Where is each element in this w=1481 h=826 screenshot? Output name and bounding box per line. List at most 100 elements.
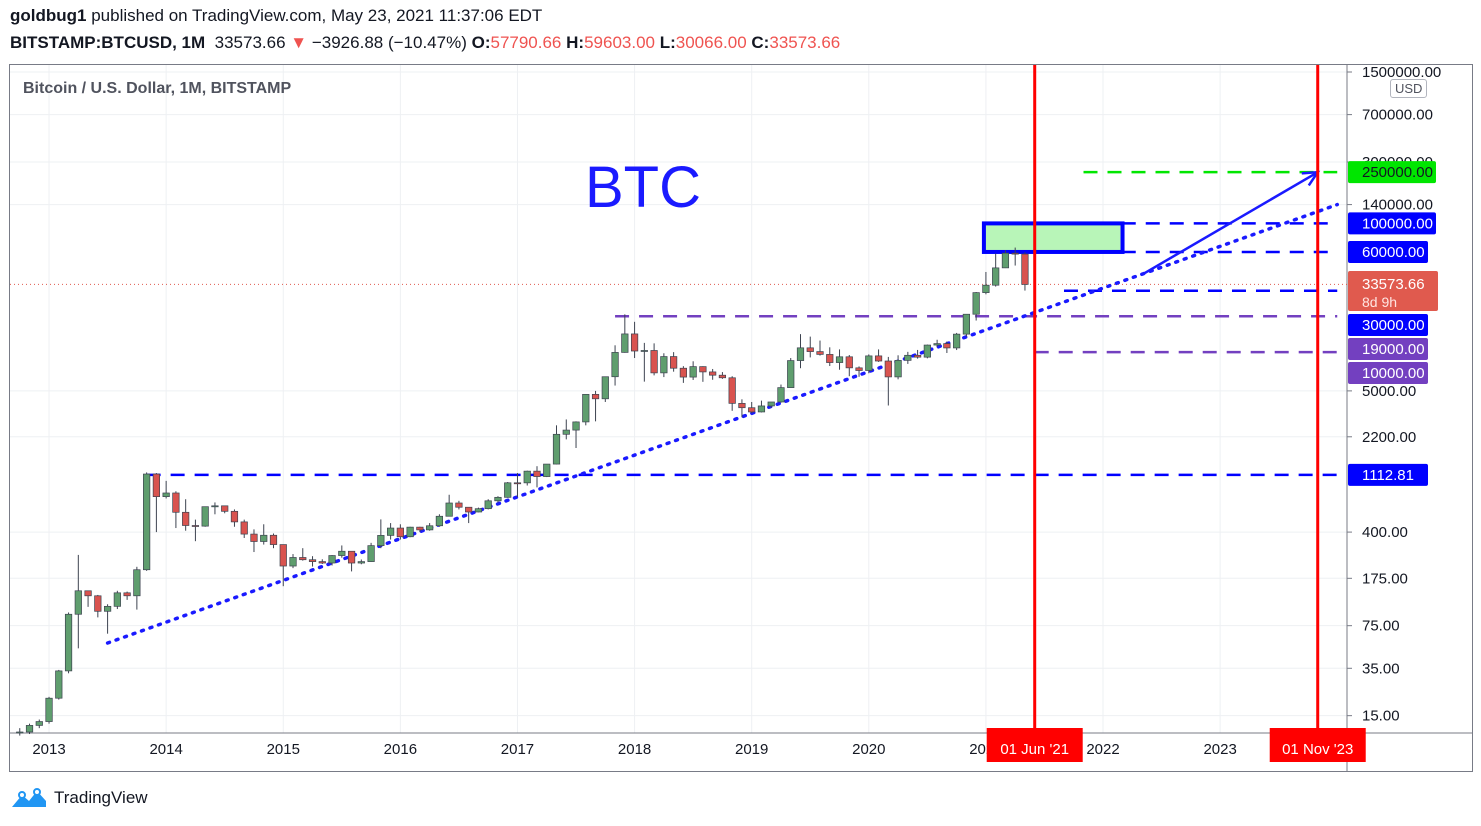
x-tick-label: 2023 <box>1203 741 1236 758</box>
candle-body <box>679 367 687 378</box>
candle-body <box>269 534 278 545</box>
target-zone <box>981 221 1125 254</box>
candle-body <box>972 292 980 315</box>
y-tick-label: 175.00 <box>1362 570 1408 587</box>
candle-body <box>55 670 63 699</box>
candle-body <box>982 284 990 293</box>
footer: TradingView <box>10 787 148 809</box>
btc-annotation: BTC <box>585 155 701 220</box>
candle-body <box>582 393 590 423</box>
candle-body <box>543 463 551 477</box>
high-label: H: <box>566 33 585 52</box>
price-badge <box>1348 314 1428 336</box>
candle-body <box>367 545 375 562</box>
candle-body <box>445 502 453 517</box>
candle-body <box>172 492 180 513</box>
last-price-label: 33573.66 <box>1362 276 1425 293</box>
y-tick-label: 400.00 <box>1362 524 1408 541</box>
candle-body <box>143 473 151 571</box>
high-value: 59603.00 <box>584 33 655 52</box>
candle-body <box>240 521 248 535</box>
candle-body <box>260 534 268 542</box>
candle-body <box>474 508 483 513</box>
candle-body <box>845 356 853 369</box>
y-tick-label: 75.00 <box>1362 618 1400 635</box>
candle-body <box>162 492 170 497</box>
candle-body <box>94 595 102 612</box>
price-value: 33573.66 <box>214 33 286 52</box>
ohlc-header: BITSTAMP:BTCUSD, 1M 33573.66 ▼ −3926.88 … <box>10 33 840 53</box>
candle-body <box>523 470 531 484</box>
candle-body <box>387 527 395 536</box>
candle-body <box>640 350 648 352</box>
candle-body <box>874 355 883 362</box>
time-badge-label: 01 Jun '21 <box>1000 741 1069 758</box>
candle-body <box>396 527 404 538</box>
candle-body <box>25 725 34 733</box>
candle-body <box>709 371 717 376</box>
x-tick-label: 2018 <box>618 741 651 758</box>
candle-body <box>465 506 473 513</box>
price-badge <box>1348 338 1428 360</box>
candle-body <box>308 559 317 562</box>
candle-body <box>35 721 43 726</box>
candle-body <box>601 376 609 400</box>
candle-body <box>630 333 639 352</box>
footer-brand[interactable]: TradingView <box>54 788 148 807</box>
candle-body <box>1011 252 1019 255</box>
candle-body <box>455 502 463 508</box>
candle-body <box>650 350 658 374</box>
x-tick-label: 2020 <box>852 741 885 758</box>
candle-body <box>562 429 570 435</box>
author-name[interactable]: goldbug1 <box>10 6 87 25</box>
candle-body <box>806 347 814 352</box>
price-badge <box>1348 161 1436 184</box>
candle-body <box>992 267 1000 286</box>
candle-body <box>953 333 961 349</box>
close-label: C: <box>751 33 770 52</box>
candle-body <box>494 496 502 502</box>
candle-body <box>221 505 229 512</box>
candle-body <box>767 401 775 407</box>
chart-legend: Bitcoin / U.S. Dollar, 1M, BITSTAMP <box>23 80 292 97</box>
target-arrow <box>1141 171 1319 276</box>
y-tick-label: 1500000.00 <box>1362 64 1441 81</box>
candle-body <box>279 544 287 567</box>
candle-body <box>191 525 200 527</box>
y-tick-label: 140000.00 <box>1362 197 1433 214</box>
change-arrow-icon: ▼ <box>290 33 308 52</box>
currency-button[interactable]: USD <box>1390 79 1428 98</box>
candle-body <box>757 405 766 413</box>
candle-body <box>689 366 697 378</box>
candle-body <box>347 550 356 564</box>
candle-body <box>572 421 580 431</box>
tradingview-logo-icon[interactable] <box>10 787 48 809</box>
candle-body <box>816 351 824 355</box>
x-tick-label: 2019 <box>735 741 768 758</box>
candle-body <box>504 482 512 498</box>
candle-body <box>855 367 863 371</box>
x-tick-label: 2022 <box>1086 741 1119 758</box>
x-tick-label: 2017 <box>501 741 534 758</box>
candle-body <box>552 433 561 465</box>
y-tick-label: 5000.00 <box>1362 383 1416 400</box>
time-badge-label: 01 Nov '23 <box>1282 741 1353 758</box>
price-badge-label: 100000.00 <box>1362 215 1433 232</box>
chart-frame <box>9 64 1473 772</box>
candle-body <box>943 343 951 349</box>
candle-body <box>884 360 892 378</box>
y-tick-label: 15.00 <box>1362 708 1400 725</box>
price-badge-label: 10000.00 <box>1362 365 1425 382</box>
price-badge-label: 1112.81 <box>1362 467 1414 484</box>
time-badge <box>986 728 1083 762</box>
time-badge <box>1269 728 1366 762</box>
price-badge-label: 250000.00 <box>1362 164 1433 181</box>
price-badge <box>1348 240 1428 263</box>
candle-body <box>611 352 619 378</box>
price-badge-label: 19000.00 <box>1362 341 1425 358</box>
candle-body <box>923 344 931 358</box>
candle-body <box>113 592 121 607</box>
candle-body <box>660 356 668 374</box>
candle-body <box>591 393 600 400</box>
